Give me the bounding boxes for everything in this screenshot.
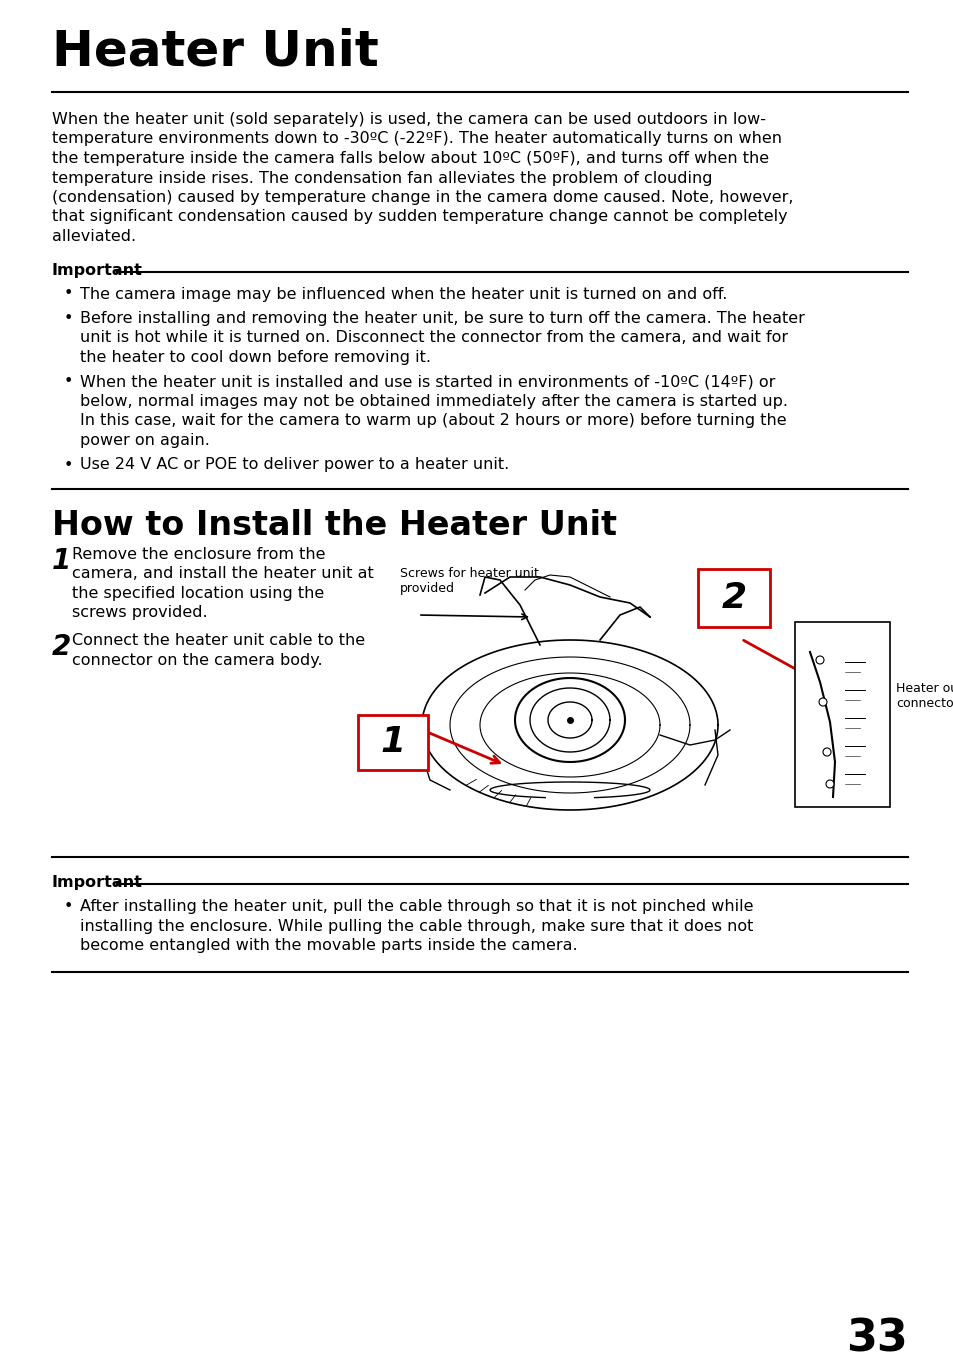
Text: the heater to cool down before removing it.: the heater to cool down before removing … (80, 350, 431, 365)
Text: Important: Important (52, 262, 143, 277)
Text: screws provided.: screws provided. (71, 606, 208, 621)
Text: In this case, wait for the camera to warm up (about 2 hours or more) before turn: In this case, wait for the camera to war… (80, 414, 786, 429)
Bar (698, 569, 769, 627)
Text: When the heater unit is installed and use is started in environments of -10ºC (1: When the heater unit is installed and us… (80, 375, 775, 389)
Text: Use 24 V AC or POE to deliver power to a heater unit.: Use 24 V AC or POE to deliver power to a… (80, 457, 509, 472)
Text: 1: 1 (380, 726, 405, 760)
Text: become entangled with the movable parts inside the camera.: become entangled with the movable parts … (80, 938, 577, 953)
Text: the temperature inside the camera falls below about 10ºC (50ºF), and turns off w: the temperature inside the camera falls … (52, 151, 768, 166)
Text: The camera image may be influenced when the heater unit is turned on and off.: The camera image may be influenced when … (80, 287, 726, 301)
Text: Important: Important (52, 875, 143, 890)
Text: •: • (64, 311, 73, 326)
Text: temperature inside rises. The condensation fan alleviates the problem of cloudin: temperature inside rises. The condensati… (52, 170, 712, 185)
Text: below, normal images may not be obtained immediately after the camera is started: below, normal images may not be obtained… (80, 393, 787, 410)
Text: connector on the camera body.: connector on the camera body. (71, 653, 322, 668)
Text: that significant condensation caused by sudden temperature change cannot be comp: that significant condensation caused by … (52, 210, 787, 224)
Text: 2: 2 (52, 633, 71, 661)
Text: •: • (64, 899, 73, 914)
Circle shape (822, 748, 830, 756)
Text: •: • (64, 457, 73, 472)
Circle shape (825, 780, 833, 788)
Text: When the heater unit (sold separately) is used, the camera can be used outdoors : When the heater unit (sold separately) i… (52, 112, 765, 127)
Text: (condensation) caused by temperature change in the camera dome caused. Note, how: (condensation) caused by temperature cha… (52, 191, 793, 206)
Text: Before installing and removing the heater unit, be sure to turn off the camera. : Before installing and removing the heate… (80, 311, 804, 326)
Bar (794, 622, 889, 807)
Text: installing the enclosure. While pulling the cable through, make sure that it doe: installing the enclosure. While pulling … (80, 918, 753, 933)
Circle shape (818, 698, 826, 706)
Text: 1: 1 (52, 548, 71, 575)
Text: 2: 2 (720, 581, 746, 615)
Text: Connect the heater unit cable to the: Connect the heater unit cable to the (71, 633, 365, 648)
Text: power on again.: power on again. (80, 433, 210, 448)
Text: Remove the enclosure from the: Remove the enclosure from the (71, 548, 325, 562)
Text: How to Install the Heater Unit: How to Install the Heater Unit (52, 508, 617, 542)
Text: alleviated.: alleviated. (52, 228, 136, 243)
Text: Heater output
connector: Heater output connector (895, 681, 953, 710)
Text: temperature environments down to -30ºC (-22ºF). The heater automatically turns o: temperature environments down to -30ºC (… (52, 131, 781, 146)
Text: Heater Unit: Heater Unit (52, 28, 378, 76)
Text: camera, and install the heater unit at: camera, and install the heater unit at (71, 566, 374, 581)
Text: •: • (64, 375, 73, 389)
Bar (357, 715, 428, 771)
Text: Screws for heater unit
provided: Screws for heater unit provided (399, 566, 538, 595)
Text: the specified location using the: the specified location using the (71, 585, 324, 602)
Circle shape (815, 656, 823, 664)
Text: •: • (64, 287, 73, 301)
Text: unit is hot while it is turned on. Disconnect the connector from the camera, and: unit is hot while it is turned on. Disco… (80, 330, 787, 346)
Text: After installing the heater unit, pull the cable through so that it is not pinch: After installing the heater unit, pull t… (80, 899, 753, 914)
Text: 33: 33 (845, 1318, 907, 1352)
